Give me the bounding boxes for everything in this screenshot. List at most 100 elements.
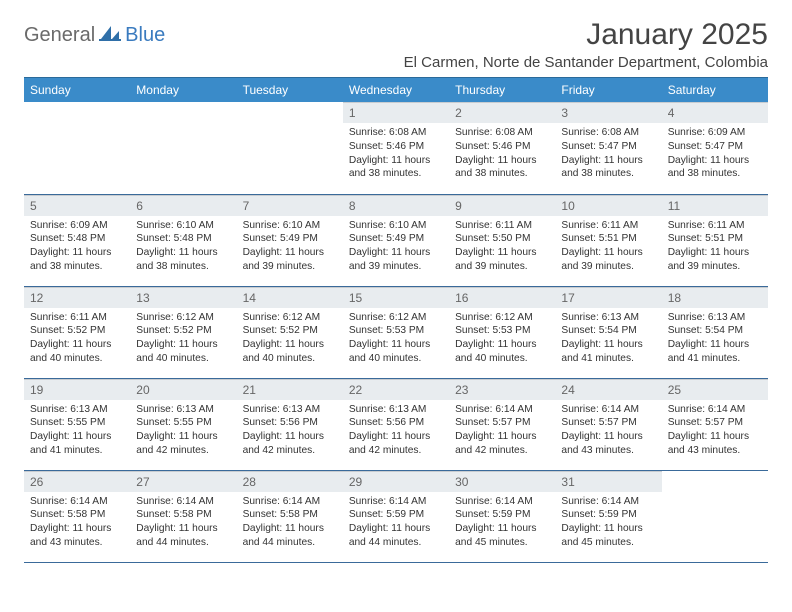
calendar-empty-cell: . [237,102,343,194]
day-details: Sunrise: 6:14 AMSunset: 5:57 PMDaylight:… [449,400,555,462]
calendar-day-cell: 18Sunrise: 6:13 AMSunset: 5:54 PMDayligh… [662,286,768,378]
calendar-body: ...1Sunrise: 6:08 AMSunset: 5:46 PMDayli… [24,102,768,562]
calendar-day-cell: 27Sunrise: 6:14 AMSunset: 5:58 PMDayligh… [130,470,236,562]
day-number: 26 [24,471,130,492]
day-number: 6 [130,195,236,216]
calendar-day-cell: 17Sunrise: 6:13 AMSunset: 5:54 PMDayligh… [555,286,661,378]
weekday-header: Monday [130,78,236,103]
weekday-header: Wednesday [343,78,449,103]
weekday-header-row: SundayMondayTuesdayWednesdayThursdayFrid… [24,78,768,103]
calendar-day-cell: 5Sunrise: 6:09 AMSunset: 5:48 PMDaylight… [24,194,130,286]
day-details: Sunrise: 6:11 AMSunset: 5:51 PMDaylight:… [555,216,661,278]
calendar-day-cell: 19Sunrise: 6:13 AMSunset: 5:55 PMDayligh… [24,378,130,470]
day-number: 30 [449,471,555,492]
month-title: January 2025 [404,18,768,52]
day-number: 31 [555,471,661,492]
logo-text-general: General [24,24,95,47]
day-number: 4 [662,102,768,123]
title-block: January 2025 El Carmen, Norte de Santand… [404,18,768,71]
day-details: Sunrise: 6:11 AMSunset: 5:52 PMDaylight:… [24,308,130,370]
calendar-day-cell: 14Sunrise: 6:12 AMSunset: 5:52 PMDayligh… [237,286,343,378]
calendar-day-cell: 21Sunrise: 6:13 AMSunset: 5:56 PMDayligh… [237,378,343,470]
day-details: Sunrise: 6:13 AMSunset: 5:55 PMDaylight:… [24,400,130,462]
calendar-day-cell: 11Sunrise: 6:11 AMSunset: 5:51 PMDayligh… [662,194,768,286]
calendar-empty-cell: . [24,102,130,194]
logo-sail-icon [99,24,121,47]
day-details: Sunrise: 6:08 AMSunset: 5:46 PMDaylight:… [449,123,555,185]
day-details: Sunrise: 6:14 AMSunset: 5:57 PMDaylight:… [555,400,661,462]
weekday-header: Friday [555,78,661,103]
calendar-day-cell: 24Sunrise: 6:14 AMSunset: 5:57 PMDayligh… [555,378,661,470]
day-number: 13 [130,287,236,308]
day-details: Sunrise: 6:14 AMSunset: 5:58 PMDaylight:… [24,492,130,554]
day-number: 24 [555,379,661,400]
day-number: 1 [343,102,449,123]
calendar-day-cell: 20Sunrise: 6:13 AMSunset: 5:55 PMDayligh… [130,378,236,470]
calendar-day-cell: 26Sunrise: 6:14 AMSunset: 5:58 PMDayligh… [24,470,130,562]
day-number: 16 [449,287,555,308]
calendar-week-row: 26Sunrise: 6:14 AMSunset: 5:58 PMDayligh… [24,470,768,562]
weekday-header: Thursday [449,78,555,103]
calendar-day-cell: 30Sunrise: 6:14 AMSunset: 5:59 PMDayligh… [449,470,555,562]
day-details: Sunrise: 6:13 AMSunset: 5:55 PMDaylight:… [130,400,236,462]
day-details: Sunrise: 6:08 AMSunset: 5:46 PMDaylight:… [343,123,449,185]
day-details: Sunrise: 6:09 AMSunset: 5:47 PMDaylight:… [662,123,768,185]
calendar-week-row: ...1Sunrise: 6:08 AMSunset: 5:46 PMDayli… [24,102,768,194]
day-details: Sunrise: 6:09 AMSunset: 5:48 PMDaylight:… [24,216,130,278]
calendar-day-cell: 6Sunrise: 6:10 AMSunset: 5:48 PMDaylight… [130,194,236,286]
day-details: Sunrise: 6:10 AMSunset: 5:48 PMDaylight:… [130,216,236,278]
calendar-day-cell: 2Sunrise: 6:08 AMSunset: 5:46 PMDaylight… [449,102,555,194]
day-number: 10 [555,195,661,216]
page-header: General Blue January 2025 El Carmen, Nor… [24,18,768,71]
day-number: 11 [662,195,768,216]
day-details: Sunrise: 6:10 AMSunset: 5:49 PMDaylight:… [237,216,343,278]
day-details: Sunrise: 6:11 AMSunset: 5:50 PMDaylight:… [449,216,555,278]
calendar-week-row: 5Sunrise: 6:09 AMSunset: 5:48 PMDaylight… [24,194,768,286]
calendar-day-cell: 12Sunrise: 6:11 AMSunset: 5:52 PMDayligh… [24,286,130,378]
day-number: 5 [24,195,130,216]
calendar-day-cell: 10Sunrise: 6:11 AMSunset: 5:51 PMDayligh… [555,194,661,286]
day-number: 14 [237,287,343,308]
calendar-day-cell: 4Sunrise: 6:09 AMSunset: 5:47 PMDaylight… [662,102,768,194]
day-details: Sunrise: 6:13 AMSunset: 5:54 PMDaylight:… [555,308,661,370]
location-subtitle: El Carmen, Norte de Santander Department… [404,54,768,71]
day-details: Sunrise: 6:12 AMSunset: 5:52 PMDaylight:… [237,308,343,370]
calendar-empty-cell: . [662,470,768,562]
weekday-header: Saturday [662,78,768,103]
day-number: 12 [24,287,130,308]
day-details: Sunrise: 6:13 AMSunset: 5:56 PMDaylight:… [343,400,449,462]
day-details: Sunrise: 6:14 AMSunset: 5:57 PMDaylight:… [662,400,768,462]
day-details: Sunrise: 6:10 AMSunset: 5:49 PMDaylight:… [343,216,449,278]
logo-text-blue: Blue [125,24,165,47]
calendar-day-cell: 7Sunrise: 6:10 AMSunset: 5:49 PMDaylight… [237,194,343,286]
logo: General Blue [24,18,165,47]
day-number: 21 [237,379,343,400]
calendar-day-cell: 9Sunrise: 6:11 AMSunset: 5:50 PMDaylight… [449,194,555,286]
weekday-header: Sunday [24,78,130,103]
calendar-day-cell: 16Sunrise: 6:12 AMSunset: 5:53 PMDayligh… [449,286,555,378]
calendar-day-cell: 28Sunrise: 6:14 AMSunset: 5:58 PMDayligh… [237,470,343,562]
day-details: Sunrise: 6:14 AMSunset: 5:59 PMDaylight:… [555,492,661,554]
calendar-table: SundayMondayTuesdayWednesdayThursdayFrid… [24,77,768,563]
day-number: 15 [343,287,449,308]
calendar-day-cell: 31Sunrise: 6:14 AMSunset: 5:59 PMDayligh… [555,470,661,562]
day-number: 29 [343,471,449,492]
day-details: Sunrise: 6:14 AMSunset: 5:58 PMDaylight:… [130,492,236,554]
day-number: 8 [343,195,449,216]
day-number: 19 [24,379,130,400]
day-details: Sunrise: 6:08 AMSunset: 5:47 PMDaylight:… [555,123,661,185]
calendar-week-row: 12Sunrise: 6:11 AMSunset: 5:52 PMDayligh… [24,286,768,378]
calendar-day-cell: 13Sunrise: 6:12 AMSunset: 5:52 PMDayligh… [130,286,236,378]
calendar-day-cell: 3Sunrise: 6:08 AMSunset: 5:47 PMDaylight… [555,102,661,194]
calendar-empty-cell: . [130,102,236,194]
day-number: 2 [449,102,555,123]
day-number: 18 [662,287,768,308]
day-number: 7 [237,195,343,216]
day-number: 17 [555,287,661,308]
day-number: 20 [130,379,236,400]
calendar-day-cell: 25Sunrise: 6:14 AMSunset: 5:57 PMDayligh… [662,378,768,470]
day-details: Sunrise: 6:14 AMSunset: 5:58 PMDaylight:… [237,492,343,554]
day-details: Sunrise: 6:11 AMSunset: 5:51 PMDaylight:… [662,216,768,278]
day-number: 3 [555,102,661,123]
day-details: Sunrise: 6:14 AMSunset: 5:59 PMDaylight:… [449,492,555,554]
